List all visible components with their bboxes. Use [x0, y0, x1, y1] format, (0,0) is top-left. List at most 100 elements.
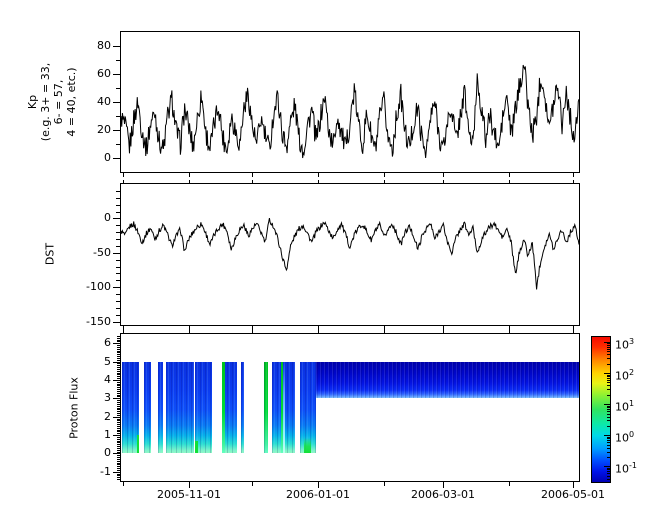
colorbar-tick-minor	[607, 448, 610, 449]
x-tick	[509, 180, 510, 183]
x-tick-label: 2006-05-01	[541, 488, 605, 501]
y-tick-label: 80	[97, 39, 111, 52]
y-tick-minor	[117, 415, 120, 416]
y-tick-label: 5	[104, 355, 111, 368]
y-tick-minor	[117, 448, 120, 449]
colorbar-tick-minor	[607, 349, 610, 350]
colorbar-tick-minor	[607, 414, 610, 415]
proton-flux-segment	[221, 361, 238, 454]
y-tick-minor	[117, 433, 120, 434]
y-tick-minor	[116, 294, 120, 295]
y-tick-minor	[117, 450, 120, 451]
colorbar-tick-minor	[607, 479, 610, 480]
colorbar-tick-label: 100	[615, 430, 635, 445]
x-tick	[123, 173, 124, 177]
segment-texture	[122, 361, 139, 454]
proton-flux-segment	[263, 361, 268, 454]
y-tick-minor	[116, 225, 120, 226]
proton-flux-segment	[165, 361, 194, 454]
y-tick-minor	[116, 198, 120, 199]
proton-flux-segment	[194, 361, 212, 454]
y-tick	[113, 74, 120, 75]
x-tick	[123, 180, 124, 183]
colorbar-tick-minor	[607, 364, 610, 365]
y-tick-minor	[117, 437, 120, 438]
colorbar-tick-minor	[607, 375, 610, 376]
y-tick-minor	[117, 360, 120, 361]
x-tick	[573, 482, 574, 488]
x-tick	[123, 330, 124, 333]
y-tick-minor	[117, 384, 120, 385]
x-tick	[443, 326, 444, 330]
colorbar-tick-minor	[607, 376, 610, 377]
y-tick-minor	[117, 352, 120, 353]
y-tick-label: 60	[97, 67, 111, 80]
y-tick-label: 0	[104, 446, 111, 459]
x-tick	[189, 482, 190, 488]
x-tick-label: 2006-03-01	[411, 488, 475, 501]
x-tick	[443, 330, 444, 333]
y-tick	[113, 380, 120, 381]
x-tick	[509, 482, 510, 486]
segment-feature-green-left	[221, 361, 225, 454]
y-tick-minor	[116, 88, 120, 89]
segment-feature-cyan-streak	[282, 361, 285, 454]
colorbar-tick-minor	[607, 389, 610, 390]
y-tick-minor	[117, 455, 120, 456]
kp-line	[121, 64, 579, 159]
segment-feature-green-left-bottom	[194, 440, 198, 454]
y-tick-minor	[117, 431, 120, 432]
y-tick-minor	[117, 345, 120, 346]
y-tick-minor	[117, 374, 120, 375]
colorbar-tick-minor	[607, 468, 610, 469]
x-tick	[252, 326, 253, 330]
y-tick-minor	[116, 246, 120, 247]
y-tick-minor	[117, 463, 120, 464]
segment-feature-green-right-bottom	[137, 435, 139, 454]
y-tick-minor	[117, 404, 120, 405]
y-tick-minor	[117, 371, 120, 372]
y-tick-minor	[117, 411, 120, 412]
x-tick	[573, 330, 574, 333]
y-tick-minor	[117, 367, 120, 368]
colorbar-tick	[604, 404, 610, 405]
x-tick	[252, 330, 253, 333]
segment-texture	[299, 361, 317, 454]
colorbar-tick-minor	[607, 347, 610, 348]
y-tick-minor	[116, 267, 120, 268]
x-tick	[318, 482, 319, 488]
segment-texture	[263, 361, 268, 454]
colorbar-tick-label: 10-1	[615, 461, 637, 476]
y-tick-minor	[117, 354, 120, 355]
y-tick-label: 0	[104, 211, 111, 224]
y-tick-minor	[117, 420, 120, 421]
y-tick-minor	[116, 191, 120, 192]
y-tick-minor	[117, 474, 120, 475]
y-tick-minor	[116, 260, 120, 261]
y-tick-minor	[117, 400, 120, 401]
colorbar-tick	[604, 435, 610, 436]
y-tick-minor	[116, 60, 120, 61]
colorbar-tick-minor	[607, 476, 610, 477]
y-tick-minor	[117, 391, 120, 392]
kp-plot	[121, 64, 579, 159]
y-tick-minor	[117, 395, 120, 396]
y-tick-minor	[116, 205, 120, 206]
y-tick-minor	[117, 340, 120, 341]
y-tick-minor	[117, 358, 120, 359]
colorbar-tick-minor	[607, 409, 610, 410]
x-tick	[189, 173, 190, 177]
y-tick-minor	[117, 338, 120, 339]
y-tick-label: -1	[100, 465, 111, 478]
segment-texture	[143, 361, 151, 454]
y-tick-minor	[117, 387, 120, 388]
colorbar-tick-minor	[607, 395, 610, 396]
y-tick-minor	[117, 439, 120, 440]
y-tick-minor	[117, 356, 120, 357]
segment-texture	[165, 361, 194, 454]
colorbar-tick-minor	[607, 380, 610, 381]
x-tick	[509, 173, 510, 177]
colorbar-tick-minor	[607, 417, 610, 418]
y-tick-minor	[117, 475, 120, 476]
